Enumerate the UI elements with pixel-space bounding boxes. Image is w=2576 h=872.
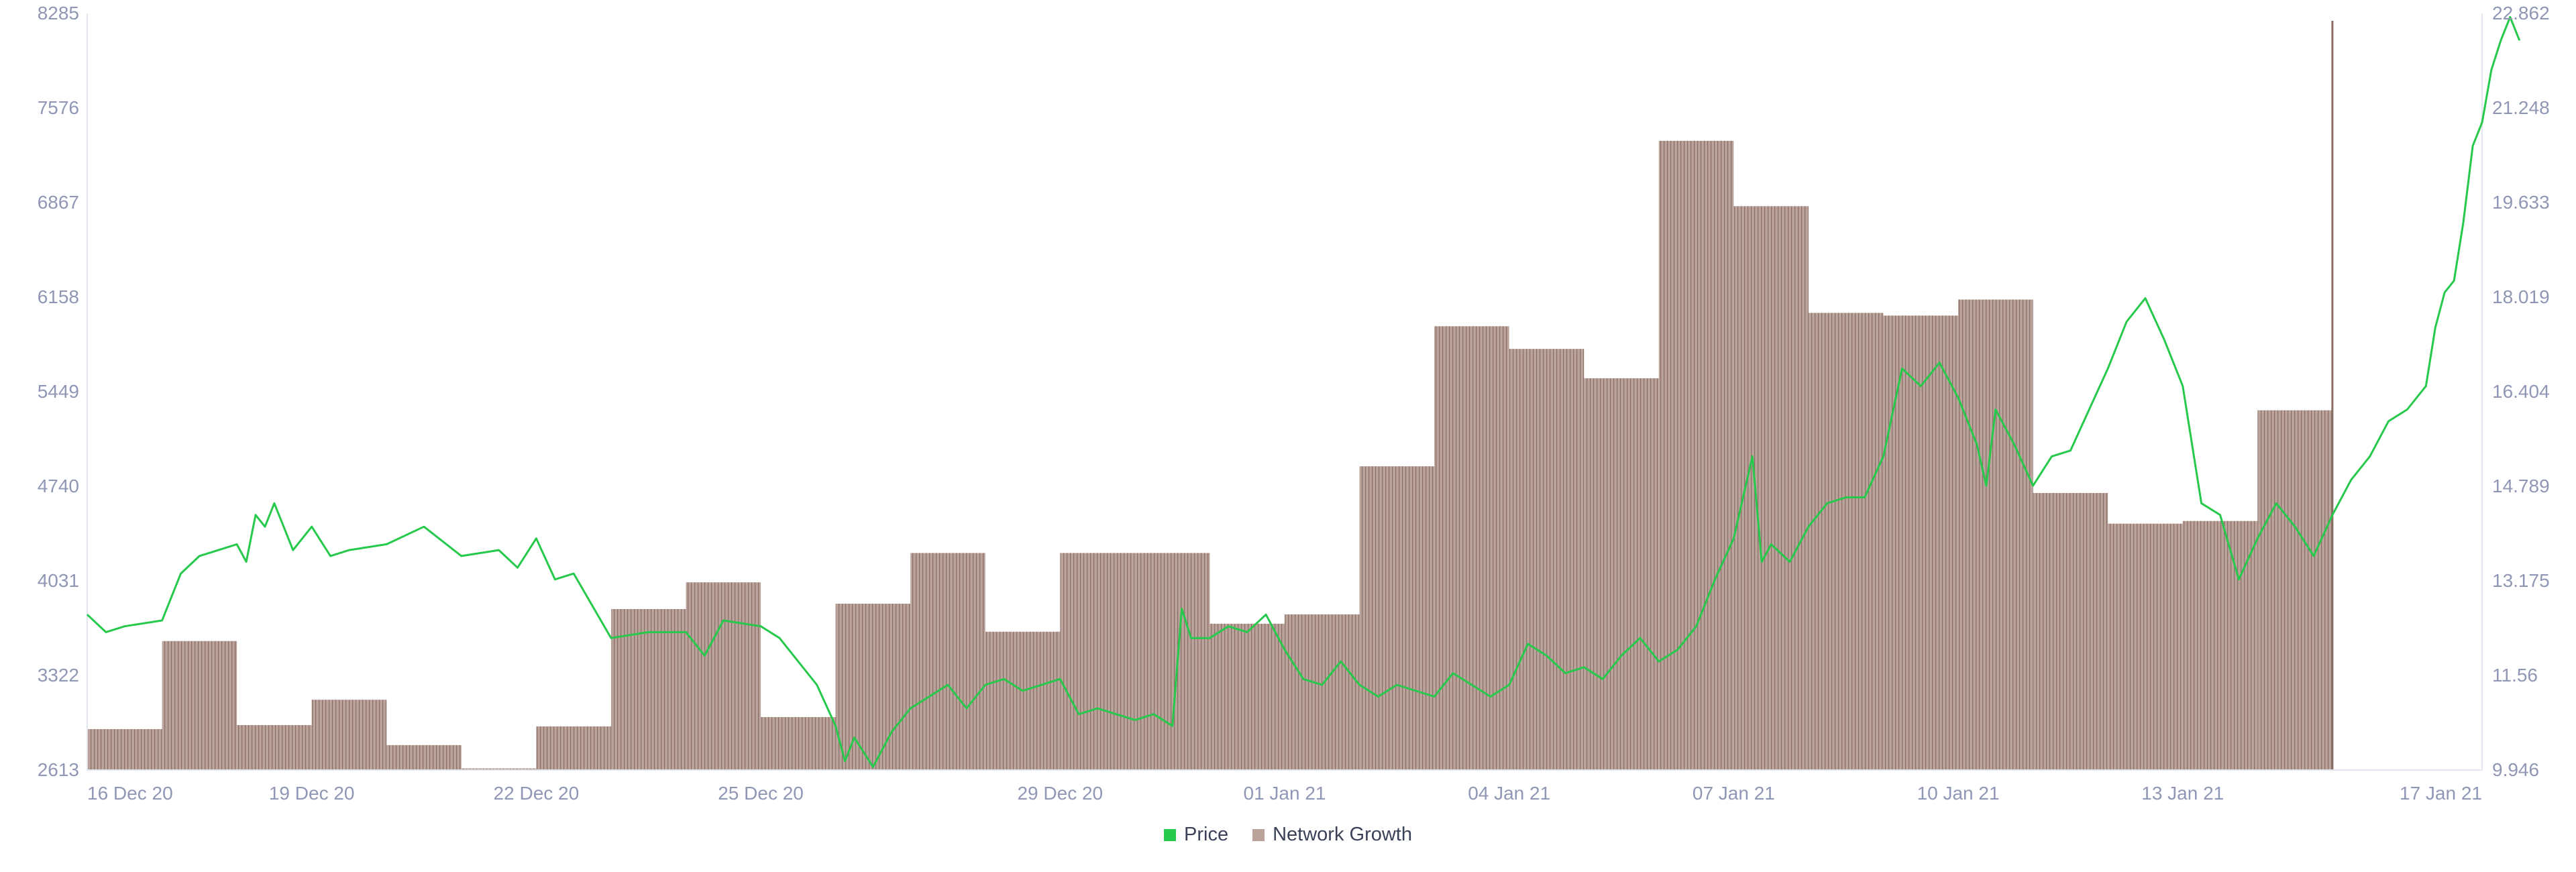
network-growth-bar [386,745,462,770]
legend-swatch-price [1164,828,1177,841]
network-growth-bar [1808,313,1884,770]
network-growth-bar [1658,140,1734,770]
x-axis-tick-label: 07 Jan 21 [1693,783,1775,804]
legend-label-price: Price [1184,824,1229,845]
right-axis-tick-label: 16.404 [2492,381,2550,402]
network-growth-bar [910,553,985,770]
network-growth-bar [237,724,312,770]
network-growth-bar [1359,466,1435,770]
legend: Price Network Growth [0,824,2576,846]
x-axis-tick-label: 13 Jan 21 [2141,783,2224,804]
legend-swatch-network-growth [1252,828,1265,841]
left-axis-tick-label: 2613 [38,759,79,780]
right-axis-tick-label: 9.946 [2492,759,2539,780]
x-axis-tick-label: 16 Dec 20 [87,783,173,804]
network-growth-bar [1958,299,2033,770]
right-axis-tick-label: 14.789 [2492,476,2550,496]
x-axis-tick-label: 25 Dec 20 [718,783,804,804]
x-axis-tick-label: 19 Dec 20 [269,783,355,804]
price-line [86,15,2521,768]
network-growth-bar [1434,326,1509,771]
network-growth-bar [2257,410,2332,770]
left-axis-tick-label: 4031 [38,570,79,591]
network-growth-bar [1134,553,1210,770]
network-growth-bar [461,768,537,770]
x-axis-tick-label: 22 Dec 20 [494,783,580,804]
right-axis-tick-label: 22.862 [2492,3,2550,23]
right-axis-tick-label: 18.019 [2492,286,2550,307]
network-growth-bar [536,726,611,770]
left-axis-tick-label: 3322 [38,665,79,686]
network-growth-bar [162,641,237,770]
x-axis-tick-label: 29 Dec 20 [1017,783,1103,804]
network-growth-bar [1210,623,1285,770]
left-axis-tick-label: 7576 [38,97,79,118]
right-axis-tick-label: 11.56 [2492,665,2538,686]
x-axis-tick-label: 01 Jan 21 [1244,783,1326,804]
right-axis-tick-label: 19.633 [2492,192,2550,213]
network-growth-bar [686,582,761,770]
network-growth-bar [1285,614,1360,770]
left-axis-tick-label: 8285 [38,3,79,23]
legend-item-network-growth[interactable]: Network Growth [1252,824,1412,846]
network-growth-bar [87,728,162,770]
network-growth-bar [2108,523,2183,770]
network-growth-bar [311,700,387,770]
chart-svg: 8285 7576 6867 6158 5449 4740 4031 3322 2613 22.8… [38,3,2550,804]
legend-label-network-growth: Network Growth [1273,824,1412,845]
network-growth-bar [761,717,836,770]
x-axis-tick-label: 10 Jan 21 [1917,783,2000,804]
network-growth-bar [835,604,911,770]
right-axis-tick-label: 13.175 [2492,570,2550,591]
left-axis-tick-label: 6867 [38,192,79,213]
network-growth-bar [1060,553,1135,770]
network-growth-bar [1584,378,1659,770]
network-growth-bar [1509,349,1585,770]
left-axis-tick-label: 5449 [38,381,79,402]
right-axis-tick-label: 21.248 [2492,97,2550,118]
legend-item-price[interactable]: Price [1164,824,1228,846]
x-axis-tick-label: 04 Jan 21 [1468,783,1550,804]
left-axis-tick-label: 4740 [38,476,79,496]
left-axis-tick-label: 6158 [38,286,79,307]
network-growth-bar [2033,492,2108,770]
network-growth-bar [2182,521,2258,770]
network-growth-bar [985,631,1061,770]
network-growth-bar [610,608,686,770]
x-axis-tick-label: 17 Jan 21 [2400,783,2482,804]
network-growth-bar [1883,315,1959,770]
